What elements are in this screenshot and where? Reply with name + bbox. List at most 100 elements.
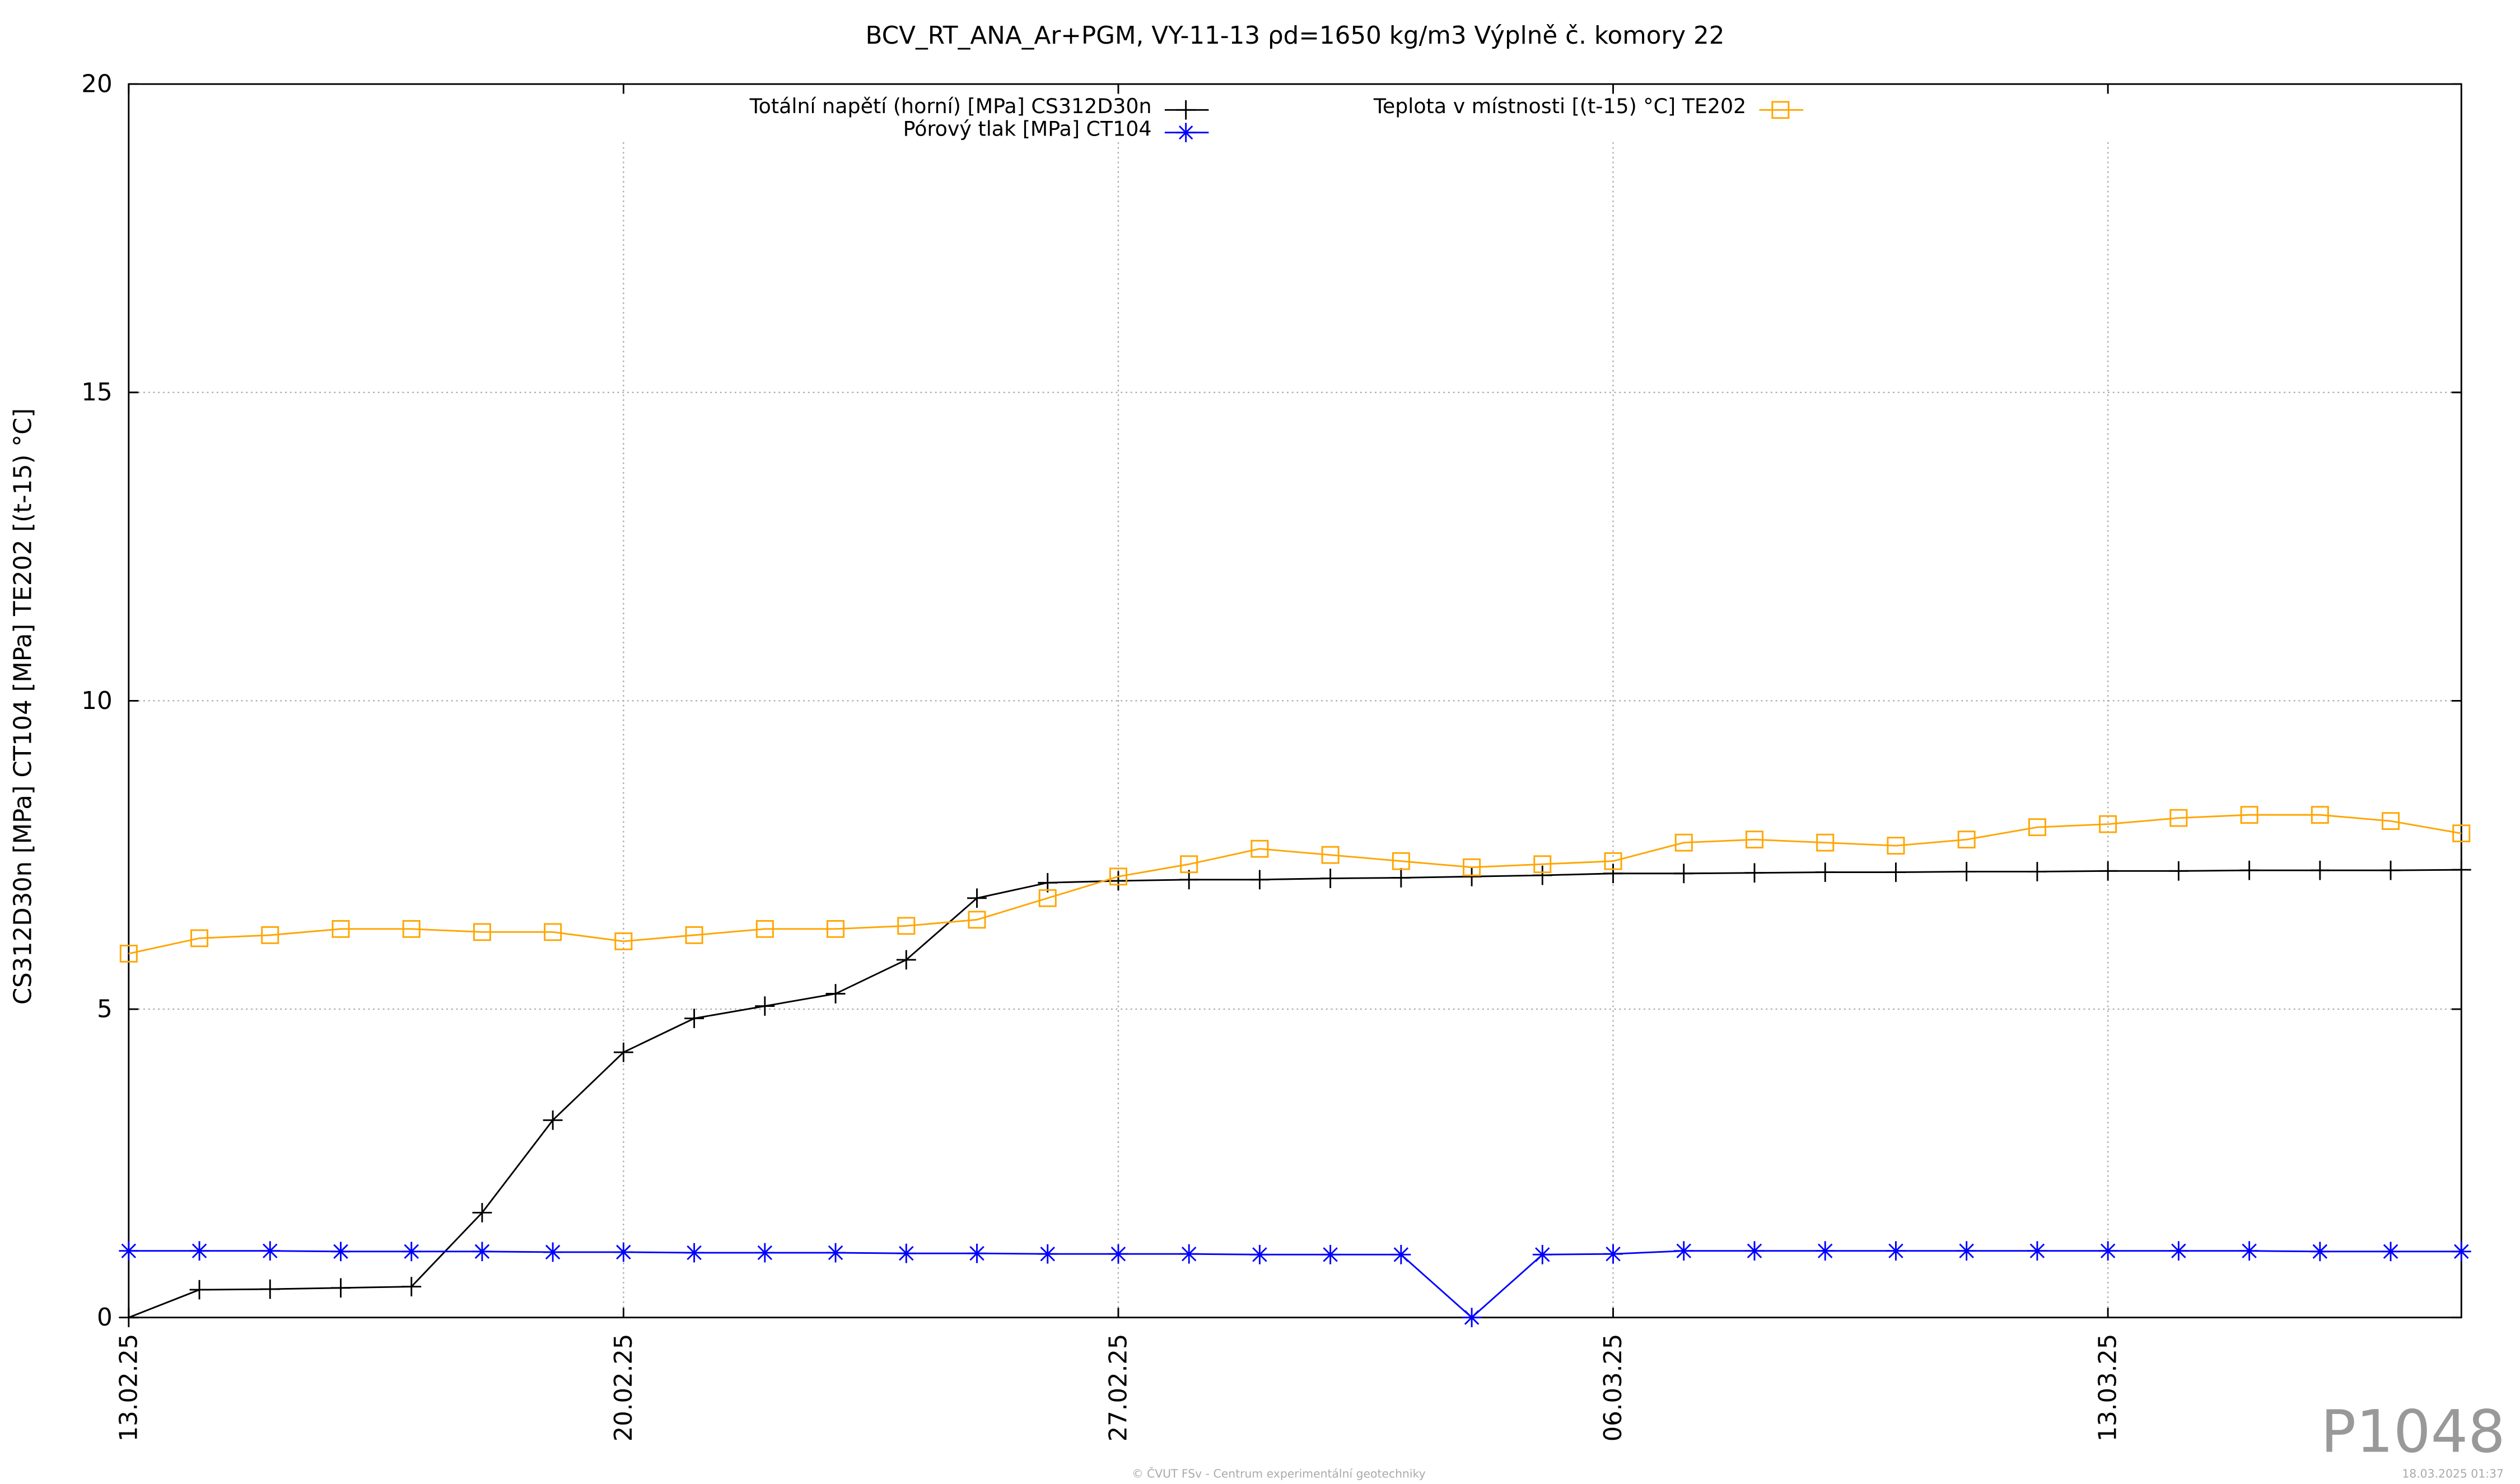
- marker-shape: [1886, 1241, 1906, 1261]
- marker: [2311, 806, 2329, 824]
- marker-shape: [1604, 852, 1622, 870]
- y-tick-label: 5: [97, 996, 113, 1024]
- marker: [755, 920, 774, 938]
- watermark: P1048: [2321, 1398, 2505, 1466]
- marker-shape: [2451, 860, 2471, 880]
- marker-shape: [2099, 815, 2117, 833]
- marker-shape: [1250, 839, 1269, 858]
- marker: [1321, 846, 1340, 864]
- marker: [684, 1009, 704, 1028]
- marker-shape: [543, 1110, 563, 1130]
- marker: [2382, 812, 2400, 830]
- series-line: [128, 814, 2462, 955]
- marker: [2239, 860, 2260, 880]
- marker: [1391, 868, 1411, 888]
- marker: [261, 926, 279, 944]
- legend-label: Pórový tlak [MPa] CT104: [903, 117, 1152, 141]
- marker: [1320, 869, 1341, 888]
- y-tick-label: 20: [81, 71, 113, 99]
- marker-shape: [2168, 1241, 2188, 1261]
- marker: [2451, 860, 2471, 880]
- marker-shape: [473, 923, 491, 941]
- marker-shape: [1815, 1241, 1835, 1261]
- marker: [543, 1110, 563, 1130]
- marker-shape: [119, 945, 138, 963]
- x-tick-label: 20.02.25: [610, 1334, 638, 1442]
- marker-shape: [402, 920, 421, 938]
- legend-label: Totální napětí (horní) [MPa] CS312D30n: [749, 94, 1152, 118]
- marker-shape: [1462, 1308, 1482, 1327]
- marker: [684, 1243, 704, 1263]
- marker: [402, 1277, 422, 1296]
- marker: [1463, 858, 1481, 876]
- marker: [260, 1279, 280, 1299]
- marker-shape: [1038, 872, 1058, 893]
- x-tick-label: 13.03.25: [2094, 1334, 2122, 1442]
- legend-marker: [1176, 100, 1196, 120]
- marker: [897, 917, 916, 935]
- marker-shape: [1674, 833, 1693, 852]
- marker-shape: [967, 888, 987, 908]
- marker-shape: [2239, 860, 2260, 880]
- marker: [825, 984, 846, 1004]
- marker-shape: [684, 1009, 704, 1028]
- marker-shape: [1109, 867, 1127, 886]
- marker: [331, 1278, 351, 1298]
- marker: [2240, 806, 2258, 824]
- marker-shape: [1320, 1245, 1341, 1264]
- marker: [1462, 866, 1482, 886]
- marker-shape: [402, 1242, 422, 1262]
- marker-shape: [1603, 1244, 1623, 1264]
- x-tick-label: 27.02.25: [1104, 1334, 1132, 1442]
- marker-shape: [1771, 101, 1790, 119]
- marker-shape: [2382, 812, 2400, 830]
- marker-shape: [1532, 865, 1552, 885]
- marker: [755, 1243, 775, 1263]
- marker: [896, 1243, 916, 1263]
- marker: [1532, 865, 1552, 885]
- marker: [896, 950, 916, 970]
- marker-shape: [897, 917, 916, 935]
- marker: [1320, 1245, 1341, 1264]
- marker-shape: [2310, 860, 2330, 880]
- marker-shape: [332, 920, 350, 938]
- footer-right: 18.03.2025 01:37: [2402, 1467, 2504, 1481]
- marker-shape: [1179, 1244, 1199, 1264]
- marker: [1603, 1244, 1623, 1264]
- marker: [472, 1203, 492, 1222]
- marker-shape: [1391, 868, 1411, 888]
- y-tick-label: 10: [81, 687, 113, 715]
- legend-marker: [1771, 101, 1790, 119]
- marker-shape: [825, 984, 846, 1004]
- marker-shape: [1603, 864, 1623, 884]
- marker-shape: [684, 1243, 704, 1263]
- marker-shape: [2027, 1241, 2047, 1261]
- marker: [331, 1242, 351, 1262]
- marker: [1179, 1244, 1199, 1264]
- marker-shape: [1957, 830, 1976, 849]
- marker-shape: [543, 1242, 563, 1262]
- marker-shape: [1176, 123, 1196, 143]
- marker: [1603, 864, 1623, 884]
- footer-left: © ČVUT FSv - Centrum experimentální geot…: [1132, 1467, 1425, 1481]
- marker-shape: [260, 1241, 280, 1261]
- marker-shape: [472, 1242, 492, 1262]
- marker: [1108, 871, 1128, 891]
- marker: [1744, 1241, 1765, 1261]
- marker: [119, 945, 138, 963]
- marker-shape: [613, 1042, 633, 1062]
- marker-shape: [190, 929, 209, 948]
- marker: [2027, 1241, 2047, 1261]
- marker-shape: [1180, 855, 1198, 874]
- marker: [119, 1308, 139, 1327]
- chart-title: BCV_RT_ANA_Ar+PGM, VY-11-13 ρd=1650 kg/m…: [866, 22, 1725, 50]
- marker-shape: [685, 926, 703, 944]
- marker: [825, 1243, 846, 1263]
- marker-shape: [1957, 1241, 1977, 1261]
- marker: [2099, 815, 2117, 833]
- marker-shape: [1321, 846, 1340, 864]
- marker: [189, 1241, 209, 1261]
- marker-shape: [1392, 852, 1410, 870]
- marker-shape: [1038, 1244, 1058, 1264]
